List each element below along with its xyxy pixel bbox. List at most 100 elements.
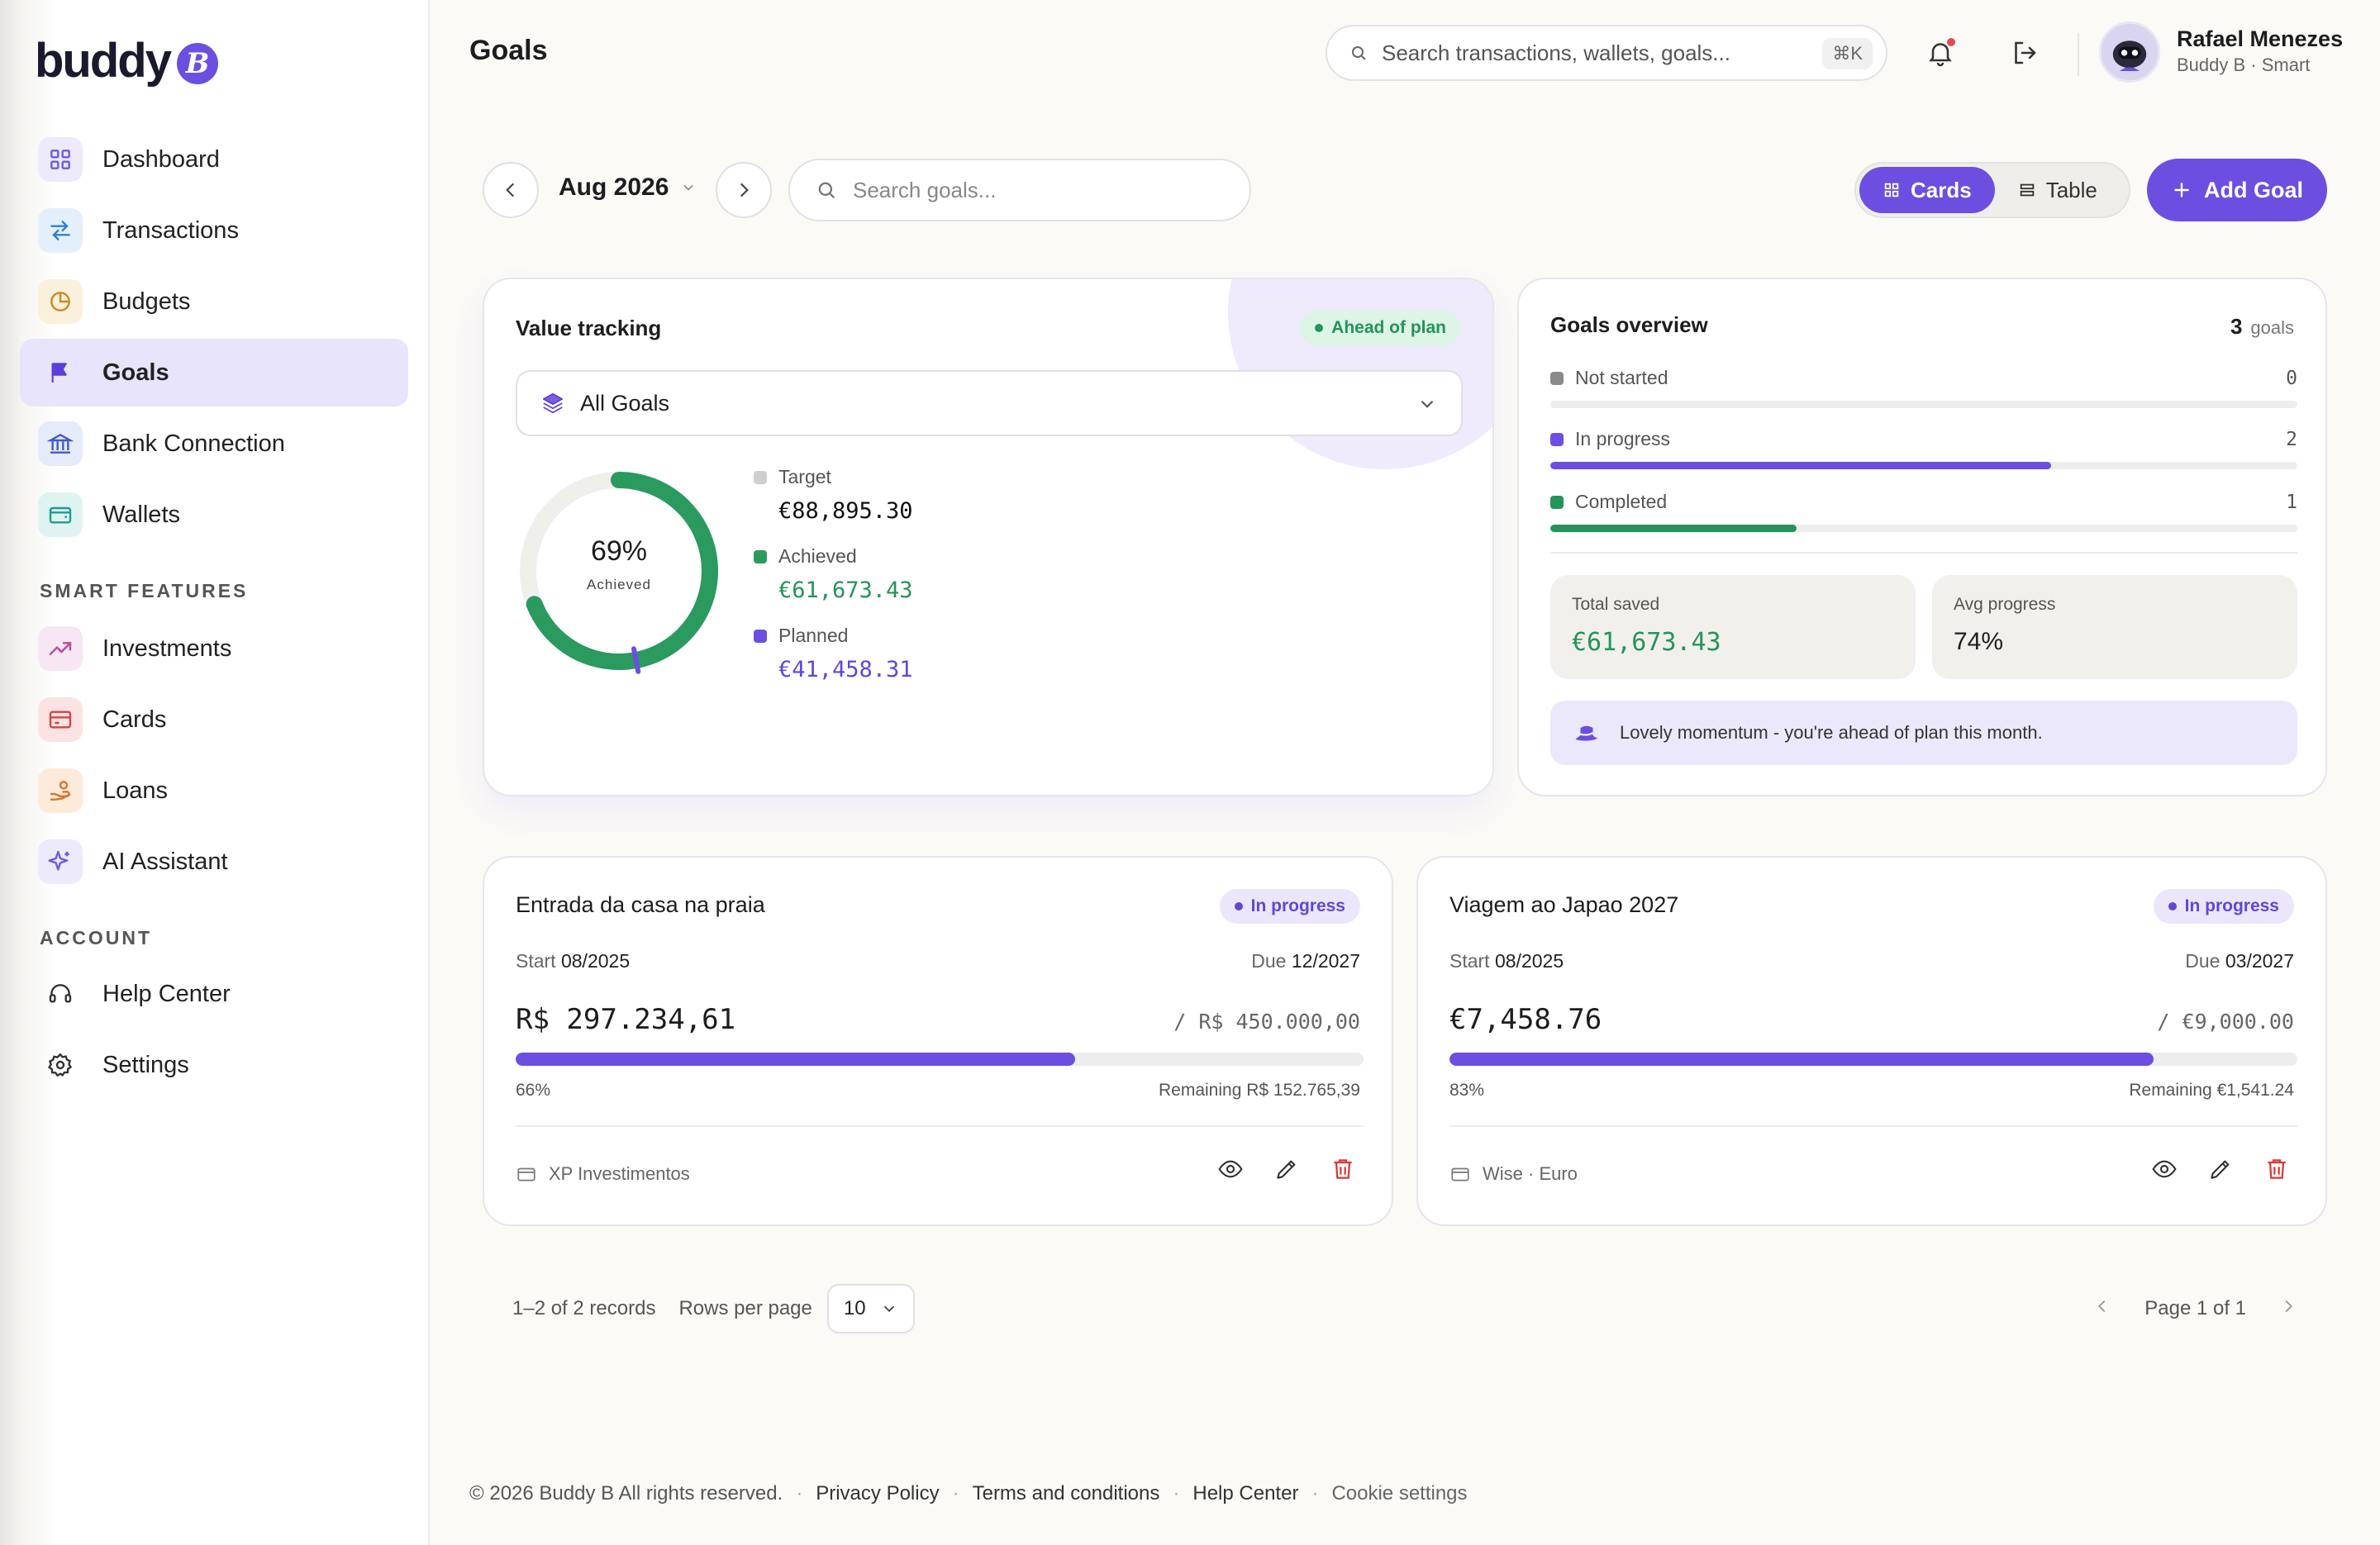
month-selector[interactable]: Aug 2026	[559, 174, 697, 202]
wallet-icon	[38, 492, 83, 537]
next-page-button[interactable]	[2279, 1297, 2297, 1321]
avatar[interactable]	[2099, 21, 2160, 83]
sidebar-item-label: Budgets	[102, 288, 191, 315]
status-bar-fill	[1550, 462, 2051, 469]
edit-goal-button[interactable]	[1271, 1153, 1302, 1185]
start-label: Start	[516, 950, 556, 972]
sidebar-item-investments[interactable]: Investments	[20, 615, 408, 682]
goal-card[interactable]: Entrada da casa na praia In progress Sta…	[483, 856, 1393, 1226]
plus-icon	[2174, 183, 2189, 197]
sidebar-item-bank-connection[interactable]: Bank Connection	[20, 410, 408, 478]
account-nav: Help Center Settings	[20, 960, 408, 1102]
prev-month-button[interactable]	[483, 162, 539, 218]
due-date: 12/2027	[1291, 950, 1360, 972]
view-cards-button[interactable]: Cards	[1859, 167, 1995, 213]
help-center-link[interactable]: Help Center	[1192, 1482, 1299, 1505]
start-label: Start	[1449, 950, 1490, 972]
add-goal-button[interactable]: Add Goal	[2147, 159, 2327, 221]
prev-page-button[interactable]	[2093, 1297, 2111, 1321]
divider	[1550, 552, 2297, 554]
logo[interactable]: buddy B	[35, 33, 218, 88]
status-badge-label: In progress	[1250, 896, 1345, 915]
user-name: Rafael Menezes	[2177, 26, 2344, 51]
goal-progress-fill	[516, 1053, 1076, 1066]
legend-swatch	[754, 549, 767, 563]
cookie-settings-link[interactable]: Cookie settings	[1331, 1482, 1468, 1505]
layers-icon	[542, 392, 564, 414]
start-date: 08/2025	[560, 950, 631, 972]
sidebar-item-dashboard[interactable]: Dashboard	[20, 126, 408, 193]
due-date: 03/2027	[2225, 950, 2294, 972]
goal-progress-bar	[1449, 1053, 2297, 1066]
sidebar-item-help-center[interactable]: Help Center	[20, 960, 408, 1028]
status-bar-fill	[1550, 525, 1797, 532]
chevron-left-icon	[506, 183, 515, 197]
goal-dates: Start 08/2025 Due 03/2027	[1449, 950, 2294, 972]
privacy-policy-link[interactable]: Privacy Policy	[816, 1482, 940, 1505]
arrows-swap-icon	[38, 208, 83, 253]
goal-filter-select[interactable]: All Goals	[516, 370, 1463, 436]
terms-link[interactable]: Terms and conditions	[972, 1482, 1160, 1505]
notifications-button[interactable]	[1917, 30, 1963, 76]
progress-donut	[520, 472, 718, 674]
account-label: ACCOUNT	[40, 926, 152, 948]
goal-title: Entrada da casa na praia	[516, 892, 765, 917]
view-goal-button[interactable]	[1215, 1153, 1246, 1185]
grid-icon	[38, 137, 83, 182]
momentum-message: Lovely momentum - you're ahead of plan t…	[1550, 701, 2297, 765]
status-badge: Ahead of plan	[1300, 311, 1461, 345]
status-count: 1	[2286, 491, 2297, 513]
page-indicator: Page 1 of 1	[2144, 1297, 2246, 1319]
status-dot	[2168, 902, 2177, 910]
delete-goal-button[interactable]	[2261, 1153, 2292, 1185]
sidebar-item-loans[interactable]: Loans	[20, 757, 408, 825]
delete-goal-button[interactable]	[1327, 1153, 1359, 1185]
total-saved-box: Total saved €61,673.43	[1550, 575, 1916, 679]
search-icon	[818, 182, 835, 199]
edit-goal-button[interactable]	[2205, 1153, 2236, 1185]
legend-target: Target €88,895.30	[754, 466, 913, 545]
goal-wallet: Wise · Euro	[1449, 1163, 1578, 1185]
chevron-down-icon	[883, 1305, 895, 1313]
sidebar: buddy B Dashboard Transactions Budgets	[0, 0, 430, 1545]
view-table-button[interactable]: Table	[1995, 167, 2121, 213]
robot-avatar-icon	[2102, 24, 2158, 80]
smart-nav: Investments Cards Loans AI Assistant	[20, 615, 408, 899]
goals-search-input[interactable]: Search goals...	[788, 159, 1251, 221]
sidebar-item-wallets[interactable]: Wallets	[20, 481, 408, 549]
legend-planned: Planned €41,458.31	[754, 625, 913, 704]
rows-per-page-select[interactable]: 10	[826, 1284, 915, 1333]
sidebar-item-budgets[interactable]: Budgets	[20, 268, 408, 335]
status-swatch	[1550, 371, 1564, 385]
goal-card[interactable]: Viagem ao Japao 2027 In progress Start 0…	[1416, 856, 2327, 1226]
due-label: Due	[2185, 950, 2221, 972]
goal-dates: Start 08/2025 Due 12/2027	[516, 950, 1360, 972]
records-count: 1–2 of 2 records	[512, 1297, 656, 1319]
donut-achieved-arc	[520, 472, 718, 670]
copyright: © 2026 Buddy B All rights reserved.	[469, 1482, 783, 1505]
card-title: Value tracking	[516, 316, 662, 340]
global-search-input[interactable]: Search transactions, wallets, goals... ⌘…	[1326, 25, 1887, 81]
logout-button[interactable]	[2002, 30, 2048, 76]
sidebar-item-label: Goals	[102, 359, 169, 386]
sidebar-item-transactions[interactable]: Transactions	[20, 197, 408, 264]
sidebar-item-cards[interactable]: Cards	[20, 686, 408, 753]
status-count: 0	[2286, 367, 2297, 389]
divider	[1449, 1125, 2297, 1127]
next-month-button[interactable]	[716, 162, 772, 218]
sidebar-item-ai-assistant[interactable]: AI Assistant	[20, 828, 408, 896]
status-badge: In progress	[2153, 889, 2294, 924]
pencil-icon	[1277, 1160, 1296, 1179]
view-goal-button[interactable]	[2149, 1153, 2180, 1185]
separator: ·	[796, 1482, 803, 1505]
planned-value: €41,458.31	[778, 657, 913, 682]
sidebar-item-goals[interactable]: Goals	[20, 339, 408, 406]
bell-icon	[1929, 43, 1952, 67]
legend-swatch	[754, 629, 767, 643]
status-label: Completed	[1575, 491, 1668, 512]
goals-overview-card: Goals overview 3 goals Not started 0 In p…	[1517, 278, 2327, 796]
notification-dot	[1947, 38, 1955, 46]
legend-achieved: Achieved €61,673.43	[754, 545, 913, 625]
wallet-icon	[1451, 1167, 1469, 1181]
sidebar-item-settings[interactable]: Settings	[20, 1031, 408, 1099]
